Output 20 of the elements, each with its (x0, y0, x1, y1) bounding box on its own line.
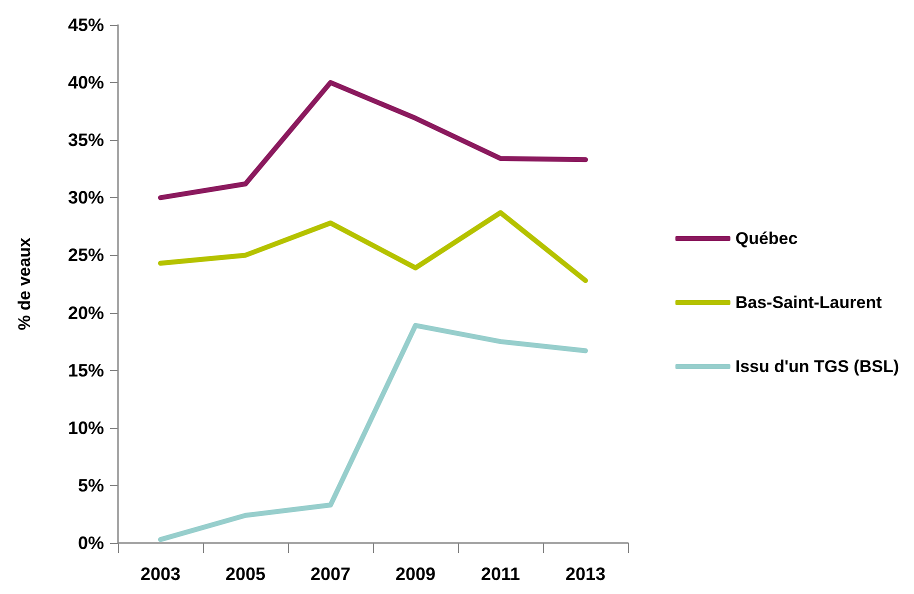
y-axis-title: % de veaux (15, 237, 34, 330)
legend-label: Québec (735, 229, 798, 248)
x-tick-label: 2003 (140, 564, 181, 584)
y-tick-label: 25% (68, 245, 104, 266)
y-tick-label: 45% (68, 15, 104, 35)
y-tick-label: 5% (78, 475, 104, 496)
y-tick-label: 30% (68, 188, 104, 208)
x-tick-label: 2013 (565, 564, 606, 584)
y-tick-label: 20% (68, 302, 104, 323)
y-tick-label: 0% (78, 533, 104, 553)
y-tick-label: 10% (68, 418, 104, 438)
x-tick-label: 2009 (395, 564, 436, 584)
legend-label: Issu d'un TGS (BSL) (735, 357, 900, 376)
x-tick-label: 2011 (480, 564, 520, 584)
x-tick-label: 2007 (310, 564, 351, 584)
legend-label: Bas-Saint-Laurent (735, 293, 882, 312)
y-tick-label: 40% (68, 72, 104, 93)
x-tick-label: 2005 (225, 564, 266, 584)
y-tick-label: 35% (68, 130, 104, 150)
y-tick-label: 15% (68, 360, 104, 380)
